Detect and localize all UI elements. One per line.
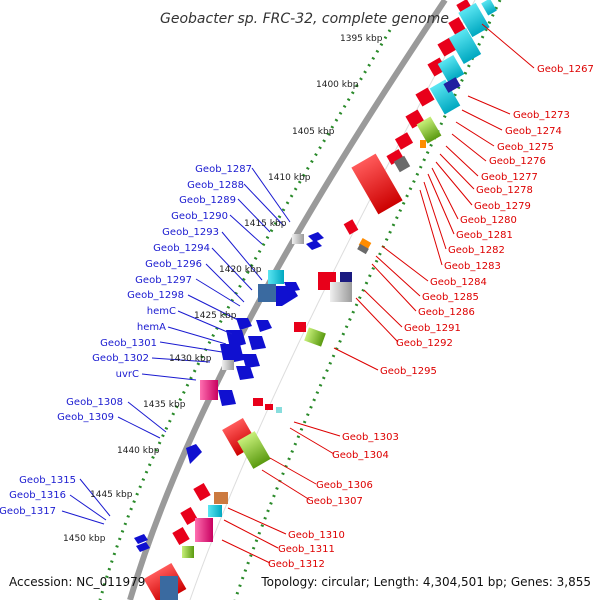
- gene-label[interactable]: Geob_1315: [19, 475, 76, 486]
- gene-label[interactable]: Geob_1286: [418, 307, 475, 318]
- gene-label[interactable]: Geob_1306: [316, 480, 373, 491]
- gene-label[interactable]: hemA: [137, 322, 166, 333]
- gene-label[interactable]: Geob_1279: [474, 201, 531, 212]
- gene-label[interactable]: Geob_1278: [476, 185, 533, 196]
- topology-text: Topology: circular; Length: 4,304,501 bp…: [260, 575, 591, 589]
- scale-label: 1400 kbp: [316, 80, 359, 90]
- scale-ring: [98, 29, 392, 600]
- scale-label: 1425 kbp: [194, 311, 237, 321]
- gene-label[interactable]: Geob_1316: [9, 490, 66, 501]
- scale-label: 1420 kbp: [219, 265, 262, 275]
- gene-label[interactable]: Geob_1274: [505, 126, 562, 137]
- gene-label[interactable]: Geob_1273: [513, 110, 570, 121]
- gene-label[interactable]: Geob_1297: [135, 275, 192, 286]
- gene-label[interactable]: Geob_1276: [489, 156, 546, 167]
- scale-label: 1450 kbp: [63, 534, 106, 544]
- gene-label[interactable]: Geob_1280: [460, 215, 517, 226]
- scale-label: 1430 kbp: [169, 354, 212, 364]
- scale-label: 1410 kbp: [268, 173, 311, 183]
- gene-label[interactable]: Geob_1287: [195, 164, 252, 175]
- accession-text: Accession: NC_011979: [9, 575, 145, 589]
- gene-label[interactable]: Geob_1283: [444, 261, 501, 272]
- left-leader-lines: [61, 167, 291, 525]
- scale-label: 1440 kbp: [117, 446, 160, 456]
- gene-label[interactable]: Geob_1309: [57, 412, 114, 423]
- gene-label[interactable]: Geob_1290: [171, 211, 228, 222]
- gene-label[interactable]: Geob_1267: [537, 64, 594, 75]
- gene-label[interactable]: Geob_1311: [278, 544, 335, 555]
- scale-labels: 1395 kbp 1400 kbp 1405 kbp 1410 kbp 1415…: [63, 34, 383, 544]
- scale-label: 1445 kbp: [90, 490, 133, 500]
- gene-label[interactable]: Geob_1298: [127, 290, 184, 301]
- scale-label: 1405 kbp: [292, 127, 335, 137]
- gene-label[interactable]: Geob_1304: [332, 450, 389, 461]
- gene-label[interactable]: Geob_1281: [456, 230, 513, 241]
- gene-label[interactable]: Geob_1303: [342, 432, 399, 443]
- scale-label: 1435 kbp: [143, 400, 186, 410]
- gene-label[interactable]: Geob_1317: [0, 506, 56, 517]
- gene-label[interactable]: Geob_1302: [92, 353, 149, 364]
- gene-label[interactable]: Geob_1301: [100, 338, 157, 349]
- gene-label[interactable]: Geob_1288: [187, 180, 244, 191]
- gene-label[interactable]: Geob_1310: [288, 530, 345, 541]
- gene-label[interactable]: Geob_1293: [162, 227, 219, 238]
- right-leader-lines: [221, 23, 535, 564]
- gene-label[interactable]: Geob_1292: [396, 338, 453, 349]
- gene-label[interactable]: Geob_1291: [404, 323, 461, 334]
- scale-label: 1395 kbp: [340, 34, 383, 44]
- gene-label[interactable]: Geob_1284: [430, 277, 487, 288]
- scale-label: 1415 kbp: [244, 219, 287, 229]
- gene-label[interactable]: Geob_1296: [145, 259, 202, 270]
- gene-label[interactable]: Geob_1275: [497, 142, 554, 153]
- gene-label[interactable]: Geob_1308: [66, 397, 123, 408]
- left-gene-labels: Geob_1287 Geob_1288 Geob_1289 Geob_1290 …: [0, 164, 252, 517]
- gene-label[interactable]: Geob_1282: [448, 245, 505, 256]
- gene-label[interactable]: Geob_1294: [153, 243, 210, 254]
- gene-label[interactable]: Geob_1285: [422, 292, 479, 303]
- right-gene-labels: Geob_1267 Geob_1273 Geob_1274 Geob_1275 …: [268, 64, 594, 570]
- gene-label[interactable]: Geob_1307: [306, 496, 363, 507]
- gene-label[interactable]: hemC: [147, 306, 176, 317]
- map-title: Geobacter sp. FRC-32, complete genome: [160, 11, 449, 27]
- gene-label[interactable]: Geob_1295: [380, 366, 437, 377]
- gene-label[interactable]: Geob_1312: [268, 559, 325, 570]
- gene-label[interactable]: Geob_1289: [179, 195, 236, 206]
- gene-features: [134, 0, 497, 600]
- gene-label[interactable]: Geob_1277: [481, 172, 538, 183]
- gene-label[interactable]: uvrC: [116, 369, 139, 380]
